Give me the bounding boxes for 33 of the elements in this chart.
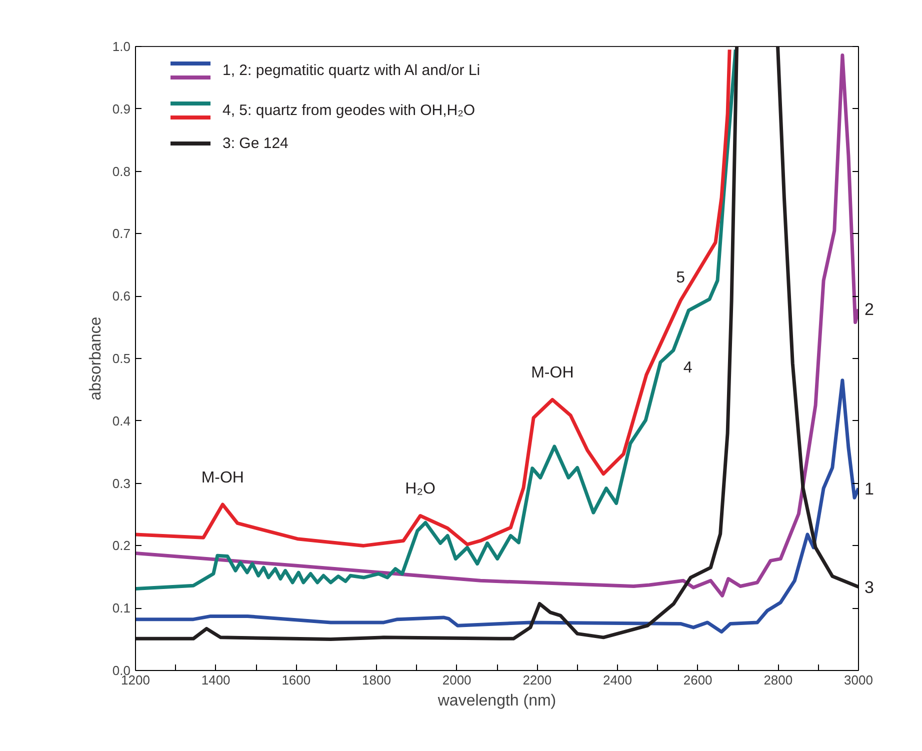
x-tick-label: 1800 (362, 672, 391, 688)
legend-label: 1, 2: pegmatitic quartz with Al and/or Li (222, 62, 480, 79)
y-tick-label: 0.9 (112, 101, 131, 116)
annotation: 2 (864, 300, 874, 320)
y-tick-label: 0.8 (112, 164, 131, 179)
x-tick-label: 2400 (603, 672, 632, 688)
y-tick-label: 0.5 (112, 351, 131, 366)
x-tick-label: 2000 (442, 672, 472, 688)
y-tick-label: 0.2 (112, 538, 131, 554)
y-tick-label: 0.7 (112, 226, 131, 242)
annotation: 4 (683, 359, 692, 376)
y-tick-label: 0.4 (112, 413, 131, 428)
annotation: H₂O (405, 480, 436, 498)
y-tick-label: 0.1 (112, 600, 131, 616)
x-tick-label: 2600 (683, 672, 712, 688)
line-series (136, 378, 858, 634)
legend-label: 4, 5: quartz from geodes with OH,H₂O (222, 102, 476, 119)
annotation: M-OH (201, 470, 244, 487)
x-axis-title: wavelength (nm) (436, 692, 556, 710)
x-tick-label: 2200 (522, 672, 552, 688)
annotation: 3 (864, 578, 874, 597)
annotation: 5 (676, 269, 686, 286)
y-tick-label: 0.6 (112, 288, 131, 304)
y-tick-label: 1.0 (112, 39, 131, 54)
y-axis-title: absorbance (87, 316, 104, 400)
x-tick-label: 1400 (201, 672, 230, 688)
annotation: M-OH (531, 364, 574, 382)
y-tick-label: 0.3 (112, 476, 131, 491)
x-tick-label: 3000 (844, 672, 873, 688)
x-tick-label: 2800 (764, 672, 793, 688)
legend-label: 3: Ge 124 (222, 135, 288, 152)
annotation: 1 (864, 479, 874, 498)
x-tick-label: 1600 (282, 672, 311, 688)
